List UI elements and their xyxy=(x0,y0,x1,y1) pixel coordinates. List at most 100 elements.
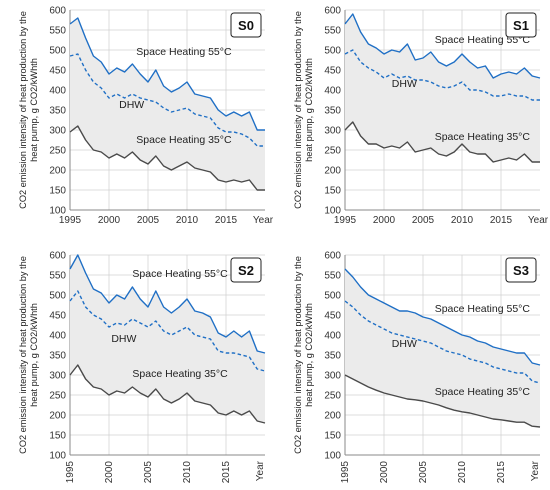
x-tick-label: 1995 xyxy=(65,461,76,484)
annotation-dhw: DHW xyxy=(111,333,136,345)
panel-label-box xyxy=(230,257,262,283)
y-tick-label: 500 xyxy=(324,291,341,302)
annotation-space-heating-35: Space Heating 35°C xyxy=(136,134,232,146)
y-tick-label: 300 xyxy=(324,371,341,382)
y-tick-label: 100 xyxy=(49,451,66,462)
chart-s0: 100 150 200 250 300 350 400 450 500 550 600 1995 200… xyxy=(18,6,274,227)
panel-label-box xyxy=(505,12,537,38)
y-tick-label: 550 xyxy=(49,271,66,282)
y-axis-label-line2: heat pump, g CO2/kWhth xyxy=(304,303,314,407)
x-tick-label: 2005 xyxy=(143,461,154,484)
annotation-space-heating-55: Space Heating 55°C xyxy=(136,46,232,58)
panel-label-box xyxy=(230,12,262,38)
chart-panel-s1: 100 150 200 250 300 350 400 450 500 550 600 1995 200… xyxy=(275,0,550,245)
annotation-dhw: DHW xyxy=(392,338,417,350)
y-tick-label: 400 xyxy=(324,86,341,97)
series-line-space-heating-35 xyxy=(69,364,266,424)
y-tick-label: 300 xyxy=(49,371,66,382)
y-tick-label: 250 xyxy=(324,146,341,157)
y-tick-label: 450 xyxy=(324,311,341,322)
chart-panel-s3: 100 150 200 250 300 350 400 450 500 550 600 1995 200… xyxy=(275,245,550,490)
x-axis-end-label: Year xyxy=(255,460,266,481)
range-band xyxy=(70,18,265,190)
y-tick-label: 100 xyxy=(324,206,341,217)
y-tick-label: 100 xyxy=(324,451,341,462)
x-tick-label: 1995 xyxy=(334,215,357,226)
x-tick-label: 2010 xyxy=(457,461,468,484)
y-tick-label: 200 xyxy=(49,166,66,177)
y-tick-label: 450 xyxy=(49,66,66,77)
y-tick-label: 100 xyxy=(49,206,66,217)
range-band xyxy=(70,255,265,423)
series-line-space-heating-35 xyxy=(344,121,540,163)
y-tick-label: 200 xyxy=(324,166,341,177)
range-band xyxy=(345,269,540,427)
y-tick-label: 400 xyxy=(324,331,341,342)
y-axis-label-line1: CO2 emission intensity of heat productio… xyxy=(18,11,28,209)
y-tick-label: 250 xyxy=(49,391,66,402)
x-tick-label: 2015 xyxy=(215,215,238,226)
x-tick-label: 1995 xyxy=(340,461,351,484)
series-line-dhw xyxy=(69,290,266,372)
y-tick-label: 600 xyxy=(324,6,341,17)
x-tick-label: 2015 xyxy=(221,461,232,484)
series-line-space-heating-55 xyxy=(69,254,266,354)
annotation-space-heating-55: Space Heating 55°C xyxy=(435,303,531,315)
y-axis-label: CO2 emission intensity of heat productio… xyxy=(293,256,314,454)
annotation-space-heating-55: Space Heating 55°C xyxy=(435,34,531,46)
y-axis-label: CO2 emission intensity of heat productio… xyxy=(18,11,39,209)
series-line-space-heating-55 xyxy=(344,268,541,366)
y-axis-label-line1: CO2 emission intensity of heat productio… xyxy=(293,11,303,209)
x-axis-end-label: Year xyxy=(528,215,549,226)
series-line-dhw xyxy=(69,53,265,147)
y-tick-label: 250 xyxy=(324,391,341,402)
panel-label: S2 xyxy=(238,263,254,278)
y-tick-label: 450 xyxy=(49,311,66,322)
x-axis-end-label: Year xyxy=(530,460,541,481)
y-tick-label: 350 xyxy=(49,106,66,117)
y-tick-label: 400 xyxy=(49,331,66,342)
y-axis-label: CO2 emission intensity of heat productio… xyxy=(18,256,39,454)
annotation-dhw: DHW xyxy=(392,78,417,90)
series-line-space-heating-35 xyxy=(69,125,265,191)
series-line-dhw xyxy=(344,49,540,101)
y-tick-label: 600 xyxy=(49,251,66,262)
y-tick-label: 150 xyxy=(324,431,341,442)
chart-s1: 100 150 200 250 300 350 400 450 500 550 600 1995 200… xyxy=(293,6,549,227)
series-line-space-heating-55 xyxy=(69,17,265,131)
y-axis-label-line2: heat pump, g CO2/kWhth xyxy=(29,303,39,407)
y-tick-label: 350 xyxy=(49,351,66,362)
y-tick-label: 450 xyxy=(324,66,341,77)
annotation-space-heating-35: Space Heating 35°C xyxy=(132,368,228,380)
panel-label-box xyxy=(505,257,537,283)
x-tick-label: 2005 xyxy=(418,461,429,484)
x-tick-label: 2015 xyxy=(490,215,513,226)
y-tick-label: 250 xyxy=(49,146,66,157)
x-tick-label: 2010 xyxy=(451,215,474,226)
y-tick-label: 400 xyxy=(49,86,66,97)
panel-label: S1 xyxy=(513,18,529,33)
y-tick-label: 550 xyxy=(324,26,341,37)
y-tick-label: 300 xyxy=(49,126,66,137)
chart-s3: 100 150 200 250 300 350 400 450 500 550 600 1995 200… xyxy=(293,251,541,484)
x-axis-end-label: Year xyxy=(253,215,274,226)
x-tick-label: 2000 xyxy=(373,215,396,226)
y-tick-label: 200 xyxy=(324,411,341,422)
x-tick-label: 2005 xyxy=(137,215,160,226)
x-tick-label: 1995 xyxy=(59,215,82,226)
y-tick-label: 150 xyxy=(324,186,341,197)
y-axis-label-line2: heat pump, g CO2/kWhth xyxy=(29,58,39,162)
x-tick-label: 2000 xyxy=(379,461,390,484)
y-tick-label: 300 xyxy=(324,126,341,137)
series-line-space-heating-35 xyxy=(344,374,541,428)
y-tick-label: 350 xyxy=(324,106,341,117)
chart-panel-s0: 100 150 200 250 300 350 400 450 500 550 600 1995 200… xyxy=(0,0,275,245)
annotation-space-heating-35: Space Heating 35°C xyxy=(435,386,531,398)
y-axis-label-line1: CO2 emission intensity of heat productio… xyxy=(18,256,28,454)
y-axis-label-line2: heat pump, g CO2/kWhth xyxy=(304,58,314,162)
y-axis-label: CO2 emission intensity of heat productio… xyxy=(293,11,314,209)
y-tick-label: 350 xyxy=(324,351,341,362)
y-tick-label: 600 xyxy=(49,6,66,17)
x-tick-label: 2000 xyxy=(104,461,115,484)
y-tick-label: 500 xyxy=(324,46,341,57)
